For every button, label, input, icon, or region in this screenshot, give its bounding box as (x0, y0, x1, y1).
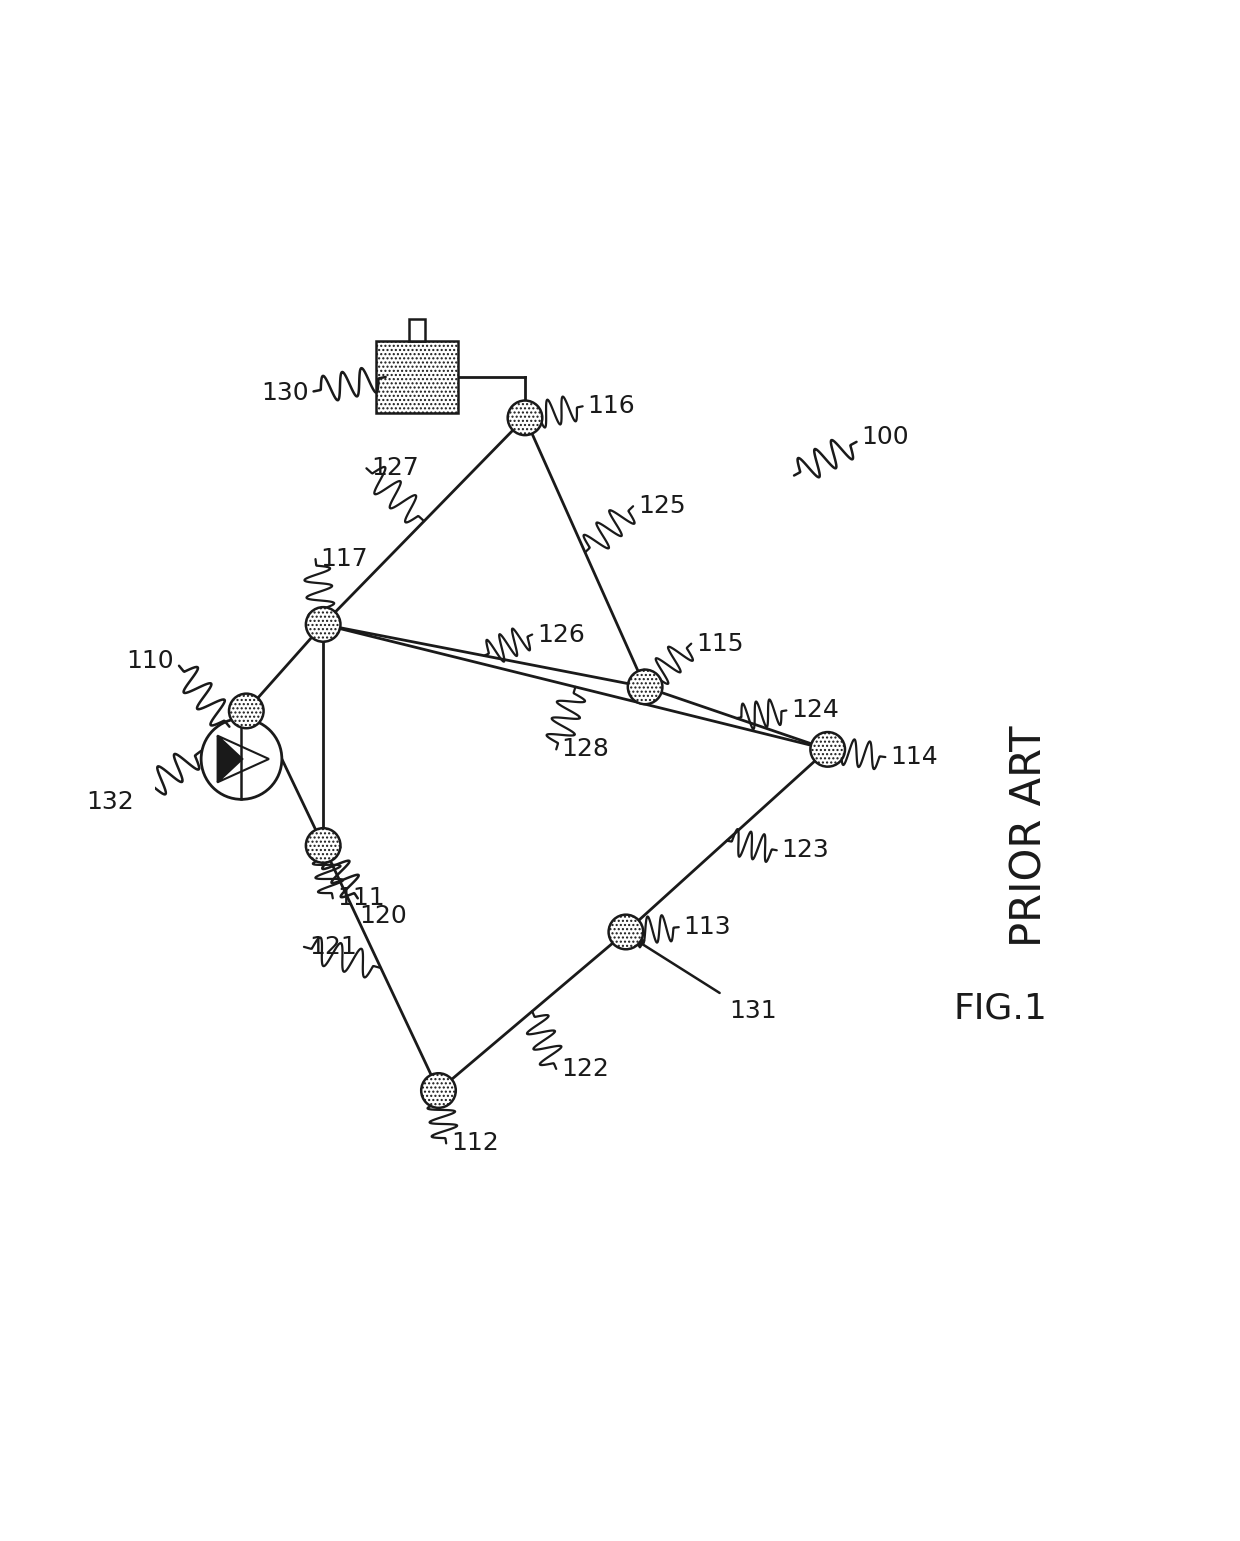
Text: 116: 116 (588, 394, 635, 418)
Text: 111: 111 (337, 886, 386, 911)
Text: 120: 120 (360, 905, 408, 928)
Text: 110: 110 (126, 649, 174, 673)
Text: 124: 124 (791, 698, 839, 723)
Polygon shape (217, 735, 242, 783)
Text: 123: 123 (781, 838, 830, 863)
Circle shape (507, 401, 542, 435)
Text: 114: 114 (890, 744, 937, 769)
Text: 132: 132 (86, 791, 134, 814)
Text: 126: 126 (537, 623, 585, 647)
Text: 115: 115 (696, 632, 744, 655)
Text: 130: 130 (262, 381, 309, 405)
Circle shape (811, 732, 844, 767)
Text: 112: 112 (451, 1131, 498, 1156)
Circle shape (306, 607, 341, 641)
Text: PRIOR ART: PRIOR ART (1008, 726, 1050, 946)
Text: 100: 100 (862, 425, 909, 448)
Text: 117: 117 (320, 547, 368, 572)
Circle shape (422, 1073, 456, 1108)
Text: FIG.1: FIG.1 (954, 992, 1048, 1026)
Text: 128: 128 (560, 738, 609, 761)
Text: 125: 125 (637, 495, 686, 518)
Text: 131: 131 (729, 999, 777, 1023)
Circle shape (306, 828, 341, 863)
Circle shape (627, 670, 662, 704)
Circle shape (609, 915, 644, 949)
Polygon shape (217, 735, 269, 783)
Circle shape (201, 718, 281, 800)
Bar (409, 319, 425, 341)
Text: 127: 127 (371, 456, 419, 481)
Text: 113: 113 (683, 915, 732, 938)
Bar (376, 341, 458, 413)
Circle shape (229, 693, 264, 729)
Text: 121: 121 (309, 935, 357, 959)
Text: 122: 122 (560, 1057, 609, 1080)
